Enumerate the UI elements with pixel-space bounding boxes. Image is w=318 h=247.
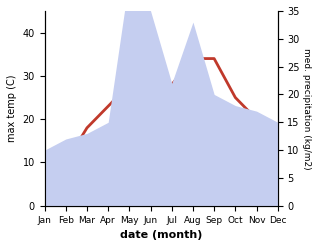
X-axis label: date (month): date (month)	[120, 230, 202, 240]
Y-axis label: max temp (C): max temp (C)	[7, 75, 17, 142]
Y-axis label: med. precipitation (kg/m2): med. precipitation (kg/m2)	[302, 48, 311, 169]
